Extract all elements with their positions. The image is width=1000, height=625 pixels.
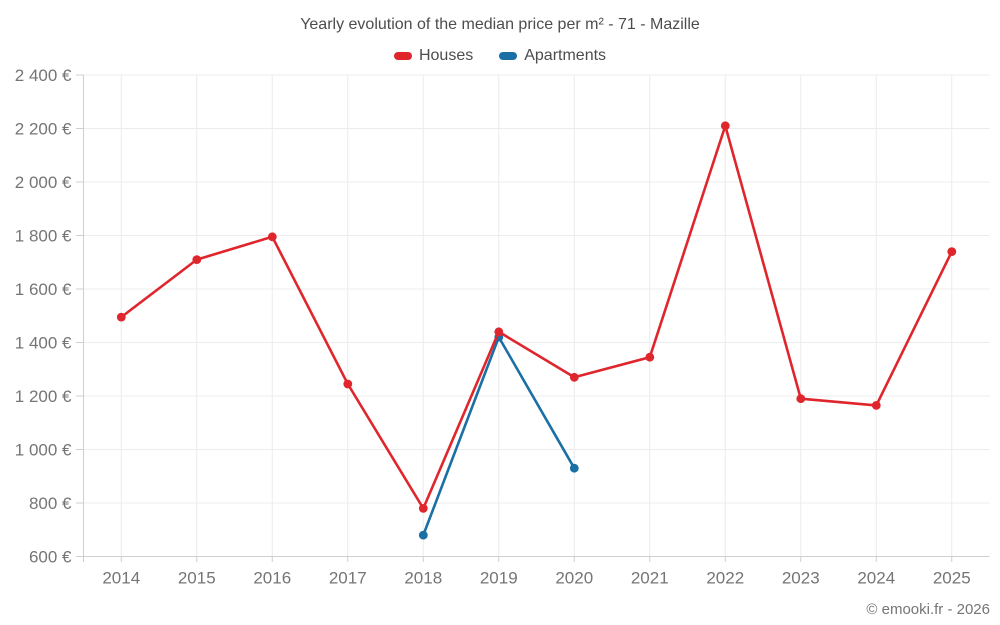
chart-legend: Houses Apartments xyxy=(0,47,1000,65)
houses-series-label: Houses xyxy=(418,47,474,64)
houses-data-point[interactable] xyxy=(494,327,504,337)
houses-data-point[interactable] xyxy=(116,312,126,322)
x-tick-label: 2018 xyxy=(404,569,442,588)
x-tick-label: 2024 xyxy=(857,569,895,588)
y-tick-label: 1 200 € xyxy=(15,387,72,406)
y-tick-label: 1 600 € xyxy=(15,280,72,299)
x-tick-label: 2022 xyxy=(706,569,744,588)
x-tick-label: 2025 xyxy=(933,569,971,588)
y-tick-label: 2 000 € xyxy=(15,173,72,192)
x-tick-label: 2014 xyxy=(102,569,140,588)
y-tick-label: 600 € xyxy=(29,548,72,567)
houses-series-line xyxy=(120,124,954,510)
houses-data-point[interactable] xyxy=(267,232,277,242)
y-tick-label: 1 400 € xyxy=(15,334,72,353)
x-tick-label: 2015 xyxy=(178,569,216,588)
houses-data-point[interactable] xyxy=(418,504,428,513)
chart-title: Yearly evolution of the median price per… xyxy=(300,16,700,33)
legend-item-houses[interactable]: Houses xyxy=(393,47,474,65)
houses-data-point[interactable] xyxy=(192,255,202,264)
apartments-series-label: Apartments xyxy=(524,47,607,64)
y-tick-label: 1 800 € xyxy=(15,227,72,246)
x-tick-label: 2023 xyxy=(782,569,820,588)
x-tick-label: 2020 xyxy=(555,569,593,588)
y-tick-label: 2 400 € xyxy=(15,66,72,85)
copyright-text: © emooki.fr - 2026 xyxy=(866,601,990,618)
houses-data-point[interactable] xyxy=(569,372,579,382)
y-tick-label: 2 200 € xyxy=(15,120,72,139)
y-tick-label: 1 000 € xyxy=(15,441,72,460)
houses-series-swatch xyxy=(393,52,412,60)
apartments-data-point[interactable] xyxy=(569,463,579,473)
x-tick-label: 2021 xyxy=(631,569,669,588)
houses-data-point[interactable] xyxy=(871,401,881,410)
x-tick-label: 2016 xyxy=(253,569,291,588)
houses-data-point[interactable] xyxy=(720,121,730,131)
x-tick-label: 2019 xyxy=(480,569,518,588)
legend-item-apartments[interactable]: Apartments xyxy=(499,47,606,65)
apartments-series-swatch xyxy=(499,52,518,60)
apartments-data-point[interactable] xyxy=(418,530,428,540)
x-tick-label: 2017 xyxy=(329,569,367,588)
y-tick-label: 800 € xyxy=(29,494,72,513)
houses-data-point[interactable] xyxy=(645,352,655,362)
houses-data-point[interactable] xyxy=(796,394,806,404)
houses-data-point[interactable] xyxy=(947,247,957,256)
houses-data-point[interactable] xyxy=(343,379,353,389)
